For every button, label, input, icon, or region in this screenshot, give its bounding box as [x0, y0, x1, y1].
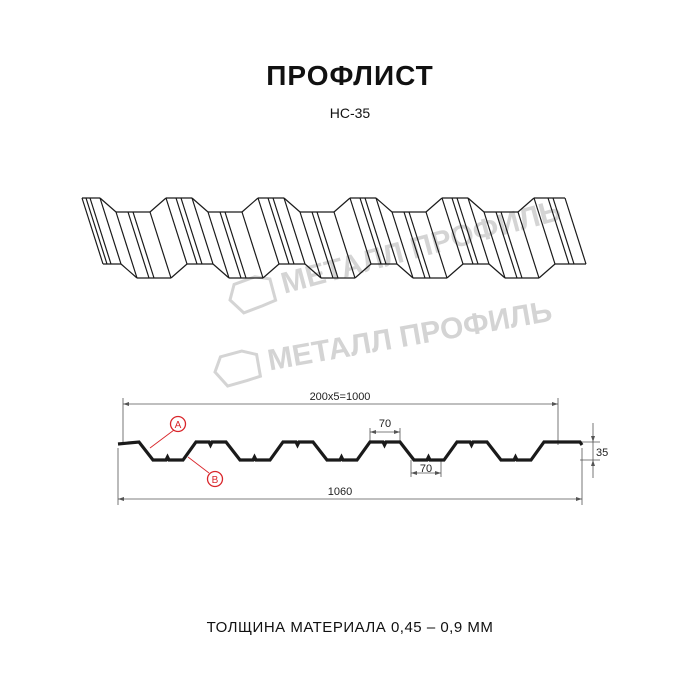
sheet-edge: [359, 197, 382, 265]
sheet-edge: [212, 263, 230, 279]
marker-a: A: [149, 415, 187, 449]
sheet-edge: [283, 197, 306, 265]
sheet-edge: [299, 211, 322, 279]
watermark-logo-icon: [228, 275, 278, 315]
sheet-edge: [262, 263, 280, 279]
sheet-edge: [333, 197, 351, 213]
sheet-edge: [149, 197, 167, 213]
sheet-edge: [488, 263, 506, 279]
sheet-edge: [115, 211, 138, 279]
sheet-edge: [396, 263, 414, 279]
material-thickness: ТОЛЩИНА МАТЕРИАЛА 0,45 – 0,9 ММ: [206, 619, 494, 636]
sheet-edge: [311, 211, 334, 279]
sheet-edge: [403, 211, 426, 279]
sheet-edge: [81, 197, 104, 265]
sheet-edge: [191, 197, 214, 265]
sheet-edge: [191, 197, 209, 213]
sheet-edge: [517, 211, 540, 279]
marker-b: B: [187, 456, 224, 488]
sheet-edge: [165, 197, 188, 265]
sheet-edge: [467, 197, 485, 213]
sheet-edge: [538, 263, 556, 279]
sheet-edge: [99, 197, 122, 265]
sheet-edge: [517, 197, 535, 213]
sheet-edge: [85, 197, 108, 265]
sheet-edge: [564, 197, 587, 265]
sheet-edge: [349, 197, 372, 265]
sheet-edge: [533, 197, 556, 265]
marker-a-label: A: [175, 420, 182, 431]
watermark-text: МЕТАЛЛ ПРОФИЛЬ: [265, 295, 555, 378]
sheet-edge: [170, 263, 188, 279]
sheet-edge: [552, 197, 575, 265]
dim-top-label: 70: [379, 418, 391, 430]
sheet-edge: [375, 197, 393, 213]
sheet-edge: [333, 211, 356, 279]
profile-section: [117, 440, 584, 462]
sheet-edge: [272, 197, 295, 265]
watermark-profile: МЕТАЛЛ ПРОФИЛЬ: [213, 295, 555, 388]
sheet-edge: [446, 263, 464, 279]
sheet-edge: [99, 197, 117, 213]
sheet-edge: [180, 197, 203, 265]
dim-pitch-label: 200x5=1000: [310, 391, 371, 403]
sheet-edge: [219, 211, 242, 279]
dim-bottom-label: 70: [420, 463, 432, 475]
dim-height-label: 35: [596, 447, 608, 459]
sheet-edge: [451, 197, 474, 265]
sheet-edge: [207, 211, 230, 279]
sheet-edge: [425, 211, 448, 279]
dim-width-label: 1060: [328, 486, 352, 498]
sheet-edge: [547, 197, 570, 265]
sheet-edge: [316, 211, 339, 279]
sheet-edge: [500, 211, 523, 279]
sheet-edge: [149, 211, 172, 279]
sheet-edge: [354, 263, 372, 279]
sheet-edge: [425, 197, 443, 213]
sheet-edge: [257, 197, 280, 265]
page-subtitle: НС-35: [329, 105, 371, 121]
page-title: ПРОФЛИСТ: [266, 60, 434, 91]
sheet-edge: [364, 197, 387, 265]
sheet-edge: [175, 197, 198, 265]
sheet-edge: [224, 211, 247, 279]
sheet-edge: [441, 197, 464, 265]
sheet-edge: [267, 197, 290, 265]
sheet-edge: [132, 211, 155, 279]
sheet-edge: [241, 211, 264, 279]
sheet-edge: [304, 263, 322, 279]
watermark-logo-icon: [213, 349, 263, 388]
sheet-edge: [283, 197, 301, 213]
sheet-edge: [408, 211, 431, 279]
sheet-edge: [467, 197, 490, 265]
dimension-arrows: [118, 402, 595, 501]
sheet-edge: [456, 197, 479, 265]
sheet-edge: [375, 197, 398, 265]
sheet-edge: [120, 263, 138, 279]
sheet-edge: [391, 211, 414, 279]
watermark-text: МЕТАЛЛ ПРОФИЛЬ: [278, 194, 565, 300]
dimension-lines: [117, 398, 600, 505]
marker-b-label: B: [212, 475, 219, 486]
sheet-edge: [127, 211, 150, 279]
isometric-sheet: [81, 197, 587, 279]
sheet-edge: [483, 211, 506, 279]
sheet-edge: [89, 197, 112, 265]
sheet-edge: [495, 211, 518, 279]
sheet-edge: [241, 197, 259, 213]
